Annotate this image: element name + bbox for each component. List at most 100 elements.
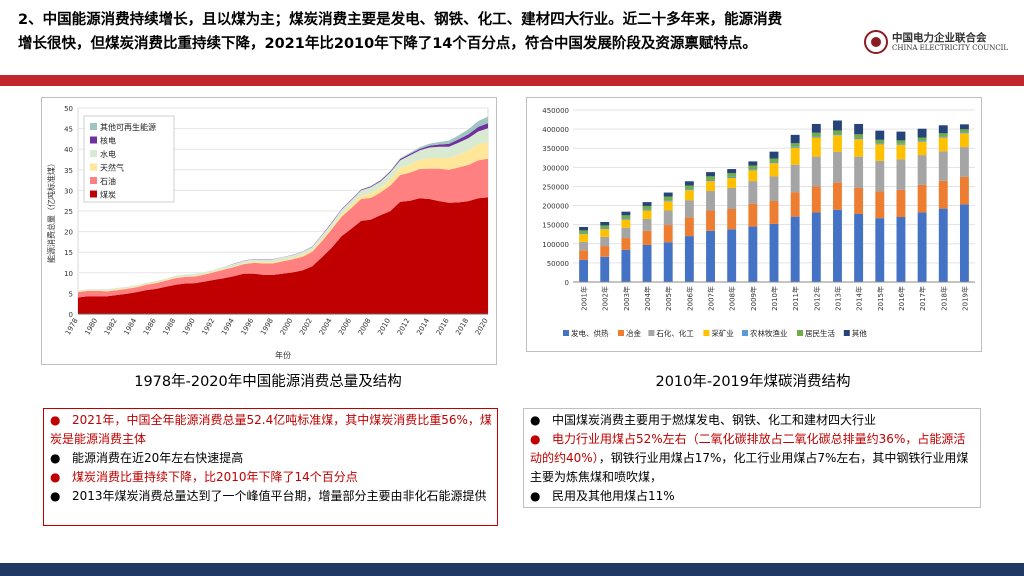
y-tick-label: 0 [69, 311, 73, 319]
x-tick-label: 1982 [103, 317, 119, 336]
right-chart-caption: 2010年-2019年煤碳消费结构 [655, 374, 851, 390]
bar-segment-发电、供热 [579, 259, 589, 282]
bar-segment-其他 [896, 131, 906, 141]
x-tick-label: 2016年 [897, 286, 906, 311]
bar-chart-legend: 发电、供热 冶金 石化、化工 采矿业 农林牧渔业 居民生活 其他 [563, 328, 867, 338]
y-tick-label: 450000 [542, 107, 569, 115]
bar-segment-居民生活 [621, 215, 631, 219]
bar-segment-冶金 [748, 203, 758, 227]
slide-headline: 2、中国能源消费持续增长，且以煤为主；煤炭消费主要是发电、钢铁、化工、建材四大行… [18, 8, 858, 56]
bar-segment-居民生活 [790, 143, 800, 147]
bar-segment-农林牧渔业 [642, 209, 652, 211]
legend-swatch-石油 [90, 177, 97, 184]
y-tick-label: 200000 [542, 203, 569, 211]
bar-segment-其他 [600, 221, 610, 226]
left-note-3: ● 煤炭消费比重持续下降，比2010年下降了14个百分点 [50, 470, 358, 484]
bar-segment-发电、供热 [938, 208, 948, 282]
bar-segment-其他 [811, 123, 821, 133]
x-tick-label: 2012 [396, 317, 412, 336]
bar-segment-采矿业 [621, 219, 631, 228]
y-tick-label: 30 [64, 187, 73, 195]
headline-line-1: 2、中国能源消费持续增长，且以煤为主；煤炭消费主要是发电、钢铁、化工、建材四大行… [18, 12, 783, 28]
legend-label: 石油 [100, 176, 116, 186]
bar-segment-冶金 [917, 184, 927, 213]
bar-segment-其他 [854, 123, 864, 135]
bar-segment-采矿业 [833, 135, 842, 152]
bar-segment-居民生活 [684, 185, 694, 190]
bar-segment-农林牧渔业 [833, 134, 842, 136]
bar-segment-石化、化工 [938, 151, 948, 181]
x-tick-label: 2020 [474, 317, 490, 336]
bar-segment-石化、化工 [748, 181, 758, 204]
bar-segment-石化、化工 [959, 147, 969, 177]
left-notes-box: ● 2021年，中国全年能源消费总量52.4亿吨标准煤，其中煤炭消费比重56%，煤… [43, 408, 498, 526]
bar-segment-冶金 [811, 186, 821, 213]
bar-segment-采矿业 [663, 201, 673, 211]
bar-segment-其他 [790, 134, 800, 144]
bar-segment-农林牧渔业 [875, 143, 885, 145]
legend-label: 居民生活 [805, 328, 835, 338]
bar-segment-石化、化工 [642, 218, 652, 231]
bar-segment-冶金 [790, 192, 800, 217]
legend-label: 核电 [100, 136, 116, 146]
left-chart-caption: 1978年-2020年中国能源消费总量及结构 [134, 374, 402, 390]
bar-segment-农林牧渔业 [769, 161, 779, 164]
legend-swatch-煤炭 [90, 190, 97, 198]
bar-segment-发电、供热 [896, 217, 906, 282]
bar-segment-石化、化工 [917, 155, 927, 185]
bar-segment-发电、供热 [748, 226, 758, 282]
x-tick-label: 1992 [201, 317, 217, 336]
legend-swatch-其他可再生能源 [90, 123, 97, 130]
bar-segment-农林牧渔业 [790, 146, 800, 148]
bar-segment-石化、化工 [811, 156, 821, 187]
legend-swatch-水电 [90, 150, 97, 157]
bar-segment-冶金 [684, 217, 694, 237]
x-tick-label: 2002 [298, 317, 314, 336]
bar-segment-冶金 [579, 250, 589, 260]
x-tick-label: 2006年 [685, 286, 694, 311]
bar-segment-农林牧渔业 [621, 218, 631, 220]
bar-segment-采矿业 [811, 137, 821, 157]
x-tick-label: 1994 [220, 317, 236, 337]
bar-segment-居民生活 [833, 130, 842, 135]
bar-segment-农林牧渔业 [600, 228, 610, 230]
x-tick-label: 2013年 [833, 286, 842, 311]
bar-segment-石化、化工 [684, 200, 694, 218]
bar-segment-石化、化工 [600, 236, 610, 247]
bar-segment-其他 [727, 169, 737, 174]
bar-segment-农林牧渔业 [684, 189, 694, 191]
bar-segment-农林牧渔业 [917, 140, 927, 142]
x-tick-label: 2012年 [812, 286, 821, 311]
x-tick-label: 2000 [279, 317, 295, 336]
bar-segment-石化、化工 [790, 164, 800, 193]
bar-segment-冶金 [833, 182, 842, 210]
series-area-煤炭 [78, 197, 488, 314]
bar-segment-采矿业 [642, 210, 652, 219]
x-tick-label: 2009年 [749, 286, 758, 311]
logo-chinese-name: 中国电力企业联合会 [892, 32, 987, 44]
bar-segment-居民生活 [727, 173, 737, 177]
bar-segment-采矿业 [959, 133, 969, 148]
bar-segment-石化、化工 [896, 159, 906, 190]
bar-segment-其他 [875, 130, 885, 140]
bar-segment-发电、供热 [642, 244, 652, 282]
y-tick-label: 45 [64, 126, 73, 134]
bar-segment-居民生活 [938, 133, 948, 137]
bar-segment-其他 [663, 192, 673, 197]
y-tick-label: 25 [64, 208, 73, 216]
y-tick-label: 100000 [542, 241, 569, 249]
headline-line-2: 增长很快，但煤炭消费比重持续下降，2021年比2010年下降了14个百分点，符合… [18, 36, 757, 52]
energy-consumption-chart-panel: 0 5 10 15 20 25 30 35 40 45 50 1978 1980 1982 1984 1986… [41, 97, 497, 365]
bar-segment-居民生活 [811, 132, 821, 137]
bar-segment-采矿业 [938, 137, 948, 152]
bar-segment-其他 [769, 151, 779, 159]
bar-segment-发电、供热 [854, 213, 864, 282]
bar-segment-农林牧渔业 [938, 136, 948, 138]
bar-segment-采矿业 [600, 229, 610, 237]
right-note-1: ● 中国煤炭消费主要用于燃煤发电、钢铁、化工和建材四大行业 [530, 413, 877, 427]
x-tick-label: 2006 [337, 317, 353, 337]
x-tick-label: 2017年 [918, 286, 927, 311]
bar-segment-发电、供热 [875, 218, 885, 282]
bar-segment-冶金 [663, 225, 673, 243]
